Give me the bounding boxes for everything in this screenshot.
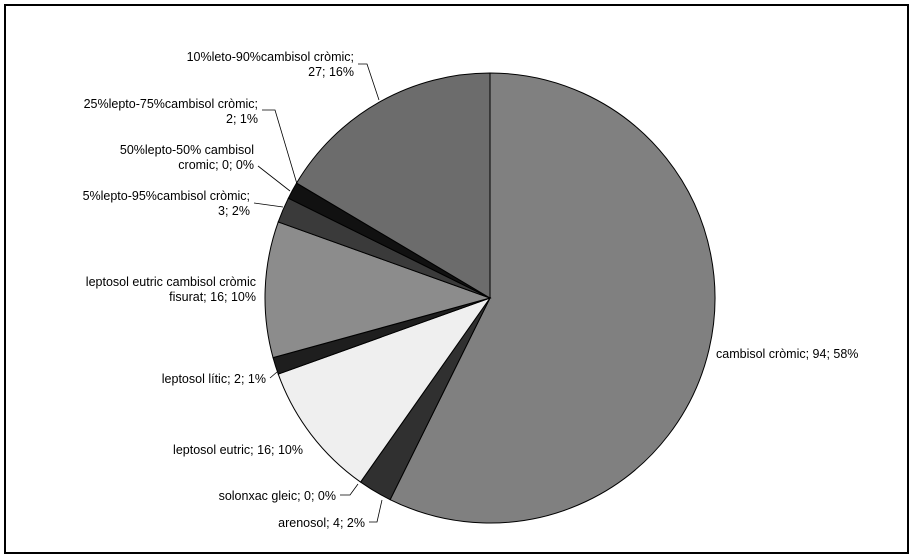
leader-line-9 [358, 63, 380, 101]
slice-label-line: solonxac gleic; 0; 0% [219, 489, 336, 503]
slice-label-line: leptosol eutric cambisol cròmic [86, 275, 256, 289]
slice-label-line: leptosol eutric; 16; 10% [173, 443, 303, 457]
pie-slice-9 [295, 72, 491, 299]
slice-label-line: 5%lepto-95%cambisol cròmic; [83, 189, 250, 203]
slice-label-5: leptosol eutric cambisol cròmic fisurat; … [86, 275, 256, 304]
leader-line-4 [269, 371, 278, 379]
leader-line-7 [257, 165, 291, 192]
leader-line-8 [262, 109, 298, 185]
slice-label-line: 25%lepto-75%cambisol cròmic; [84, 97, 258, 111]
slice-label-9: 10%leto-90%cambisol cròmic; 27; 16% [187, 50, 354, 79]
slice-label-1: arenosol; 4; 2% [278, 516, 365, 530]
slice-label-6: 5%lepto-95%cambisol cròmic; 3; 2% [83, 189, 250, 218]
leader-line-1 [369, 499, 383, 523]
pie-slice-0 [389, 72, 716, 524]
slice-label-line: fisurat; 16; 10% [169, 290, 256, 304]
slice-label-line: 27; 16% [308, 65, 354, 79]
slice-label-8: 25%lepto-75%cambisol cròmic; 2; 1% [84, 97, 258, 126]
slice-label-line: cambisol cròmic; 94; 58% [716, 347, 858, 361]
slice-label-line: 2; 1% [226, 112, 258, 126]
slice-label-line: 10%leto-90%cambisol cròmic; [187, 50, 354, 64]
pie-slice-5 [264, 221, 492, 359]
slice-label-3: leptosol eutric; 16; 10% [173, 443, 303, 457]
leader-line-2 [340, 483, 359, 496]
slice-label-line: 3; 2% [218, 204, 250, 218]
slice-label-line: arenosol; 4; 2% [278, 516, 365, 530]
pie-slice-3 [277, 296, 492, 483]
slice-label-line: 50%lepto-50% cambisol [120, 143, 254, 157]
slice-label-2: solonxac gleic; 0; 0% [219, 489, 336, 503]
slice-label-0: cambisol cròmic; 94; 58% [716, 347, 858, 361]
leader-line-6 [253, 202, 284, 208]
slice-label-4: leptosol lític; 2; 1% [162, 372, 266, 386]
slice-label-line: cromic; 0; 0% [178, 158, 254, 172]
slice-label-7: 50%lepto-50% cambisol cromic; 0; 0% [120, 143, 254, 172]
slice-label-line: leptosol lític; 2; 1% [162, 372, 266, 386]
